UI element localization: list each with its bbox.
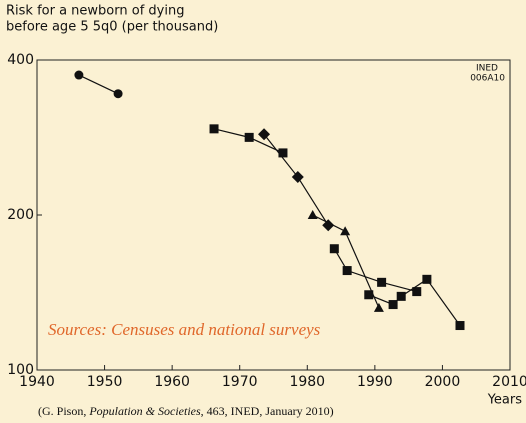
y-tick-label: 100 (7, 362, 34, 378)
code: 006A10 (470, 74, 505, 84)
series-line (78, 74, 119, 95)
point (291, 171, 304, 184)
point (373, 302, 384, 312)
point (278, 148, 288, 158)
x-tick-label: 1950 (87, 374, 123, 390)
point (342, 266, 352, 276)
x-tick-label: 2010 (492, 374, 526, 390)
point (455, 321, 465, 331)
point (113, 89, 123, 99)
x-tick-label: 1970 (222, 374, 258, 390)
point (329, 244, 339, 254)
y-tick-label: 200 (7, 207, 34, 223)
y-tick-label: 400 (7, 52, 34, 68)
point (377, 277, 387, 287)
point (74, 70, 84, 80)
series-line (333, 248, 417, 293)
x-tick-label: 1940 (19, 374, 55, 390)
point (340, 226, 351, 236)
x-tick-label: 1960 (154, 374, 190, 390)
point (388, 300, 398, 310)
point (258, 128, 271, 141)
point (412, 287, 422, 297)
x-axis-label: Years (487, 393, 523, 408)
code: INED (476, 64, 498, 74)
x-tick-label: 2000 (425, 374, 461, 390)
x-tick-label: 1990 (357, 374, 393, 390)
point (396, 291, 406, 301)
point (322, 219, 335, 232)
x-tick-label: 1980 (289, 374, 325, 390)
point (422, 274, 432, 284)
point (307, 210, 318, 219)
point (244, 132, 254, 142)
point (209, 124, 219, 134)
title-line: Risk for a newborn of dying (6, 4, 184, 19)
source: (G. Pison, Population & Societies, 463, … (38, 404, 334, 418)
point (364, 290, 374, 300)
title-line: before age 5 5q0 (per thousand) (6, 20, 218, 35)
annotation: Sources: Censuses and national surveys (48, 320, 321, 339)
